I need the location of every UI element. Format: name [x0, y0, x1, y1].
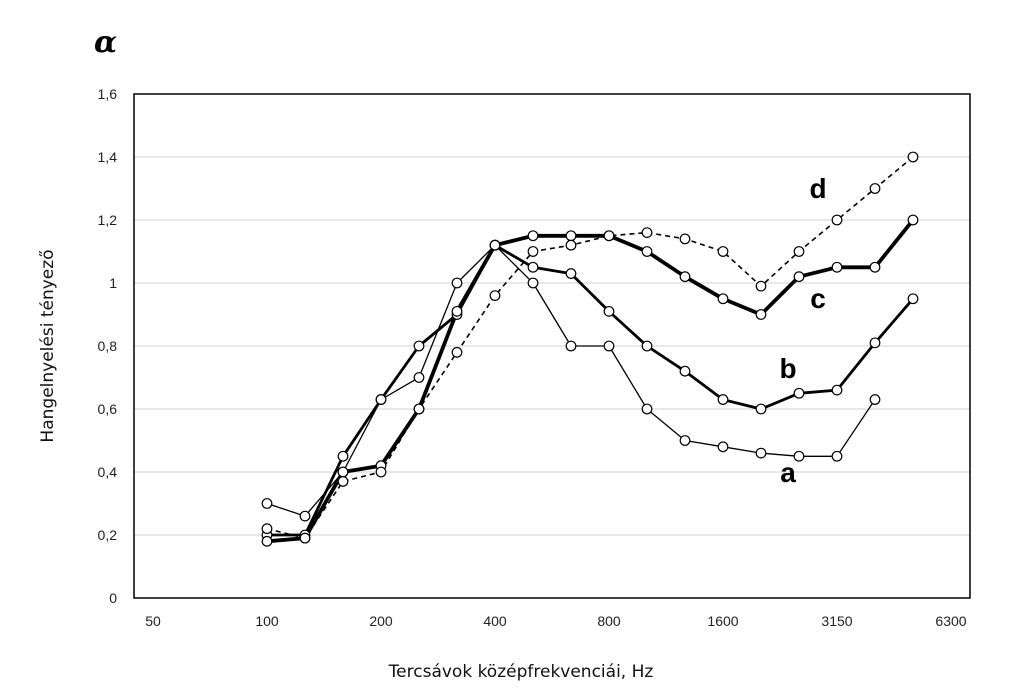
- data-point-a: [451, 277, 463, 289]
- data-point-b: [679, 365, 691, 377]
- data-point-a: [261, 498, 273, 509]
- data-point-d: [489, 290, 501, 302]
- data-point-d: [603, 230, 615, 242]
- data-point-c: [641, 246, 653, 257]
- data-point-b: [337, 450, 349, 462]
- y-tick-label: 0: [109, 590, 117, 606]
- data-point-c: [451, 305, 463, 317]
- x-axis-title: Tercsávok középfrekvenciái, Hz: [388, 662, 654, 682]
- y-tick-label: 0,8: [98, 338, 118, 354]
- data-point-a: [413, 372, 425, 383]
- data-point-a: [641, 403, 653, 415]
- series-label-a: a: [780, 457, 796, 488]
- data-point-a: [603, 340, 615, 352]
- data-point-b: [793, 387, 805, 399]
- data-point-d: [907, 151, 919, 163]
- data-point-d: [527, 246, 539, 257]
- data-point-d: [565, 239, 577, 251]
- data-point-c: [793, 271, 805, 283]
- data-point-d: [337, 476, 349, 487]
- data-point-b: [603, 305, 615, 317]
- data-point-d: [375, 466, 387, 478]
- y-tick-label: 1,4: [98, 149, 118, 165]
- data-point-d: [413, 403, 425, 415]
- data-point-d: [717, 246, 729, 257]
- data-point-b: [907, 293, 919, 305]
- series-label-d: d: [809, 173, 826, 204]
- data-point-c: [831, 261, 843, 273]
- series-labels: a b c d: [779, 173, 826, 488]
- data-point-a: [299, 510, 311, 522]
- data-point-a: [755, 447, 767, 459]
- data-point-d: [299, 532, 311, 544]
- data-point-b: [375, 394, 387, 405]
- data-point-a: [565, 340, 577, 352]
- data-point-c: [565, 230, 577, 242]
- y-tick-label: 0,2: [98, 527, 118, 543]
- x-tick-label: 200: [369, 613, 393, 629]
- data-point-a: [869, 394, 881, 405]
- data-point-a: [527, 277, 539, 289]
- x-tick-labels: 50 100 200 400 800 1600 3150 6300: [145, 613, 967, 629]
- x-tick-label: 3150: [821, 613, 852, 629]
- data-point-a: [679, 435, 691, 446]
- grid-lines: [134, 156, 970, 536]
- y-tick-label: 1,6: [98, 86, 118, 102]
- data-point-c: [869, 261, 881, 273]
- data-point-c: [755, 309, 767, 320]
- data-point-a: [831, 450, 843, 462]
- data-point-c: [717, 293, 729, 305]
- x-tick-label: 50: [145, 613, 161, 629]
- data-point-b: [831, 384, 843, 396]
- data-point-a: [717, 441, 729, 453]
- data-point-b: [755, 403, 767, 415]
- data-point-d: [451, 346, 463, 358]
- data-point-c: [907, 214, 919, 226]
- data-point-c: [337, 466, 349, 478]
- x-tick-label: 1600: [707, 613, 738, 629]
- data-point-b: [413, 340, 425, 352]
- plot-area-border: [133, 93, 971, 599]
- series-label-b: b: [779, 353, 796, 384]
- data-point-b: [717, 394, 729, 405]
- x-tick-label: 400: [483, 613, 507, 629]
- data-point-b: [565, 268, 577, 279]
- x-tick-label: 100: [255, 613, 279, 629]
- x-tick-label: 6300: [935, 613, 966, 629]
- data-point-b: [527, 261, 539, 273]
- y-tick-label: 0,6: [98, 401, 118, 417]
- y-axis-title: Hangelnyelési tényező: [38, 249, 58, 442]
- data-point-c: [489, 239, 501, 251]
- data-point-d: [869, 183, 881, 194]
- y-tick-label: 1: [109, 275, 117, 291]
- y-tick-labels: 0 0,2 0,4 0,6 0,8 1 1,2 1,4 1,6: [98, 86, 118, 606]
- data-point-d: [831, 214, 843, 226]
- data-point-a: [793, 450, 805, 462]
- data-point-d: [755, 280, 767, 292]
- series-line-c: [266, 218, 915, 544]
- y-tick-label: 1,2: [98, 212, 118, 228]
- series-line-b: [267, 243, 915, 537]
- data-point-d: [793, 246, 805, 257]
- series-label-c: c: [810, 283, 826, 314]
- series-line-d: [266, 156, 914, 539]
- y-tick-label: 0,4: [98, 464, 118, 480]
- data-point-c: [527, 230, 539, 242]
- data-point-d: [261, 523, 273, 535]
- figure-symbol: α: [94, 25, 117, 60]
- x-tick-label: 800: [597, 613, 621, 629]
- data-point-b: [641, 340, 653, 352]
- data-point-b: [869, 337, 881, 349]
- data-point-c: [679, 271, 691, 283]
- data-point-d: [641, 227, 653, 239]
- series-points: [261, 151, 919, 547]
- data-point-d: [679, 233, 691, 245]
- data-point-c: [261, 535, 273, 547]
